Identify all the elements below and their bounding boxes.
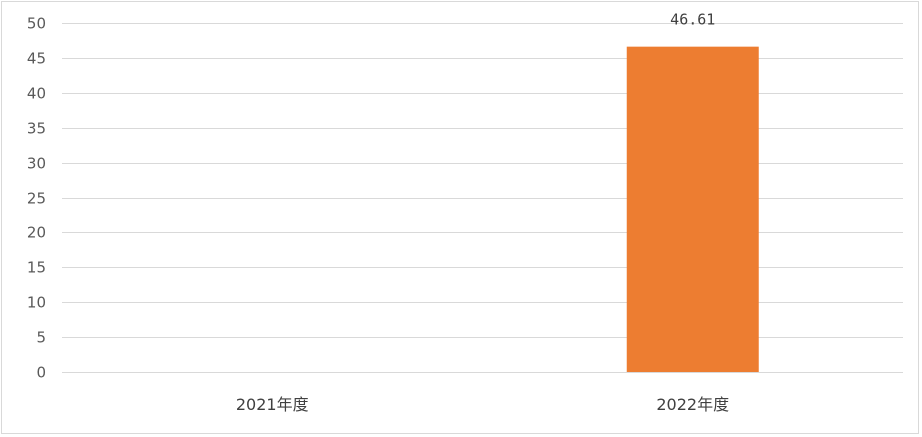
y-tick-label: 45 <box>27 50 46 68</box>
data-label: 46.61 <box>670 11 715 29</box>
y-tick-label: 0 <box>36 364 46 382</box>
y-tick-label: 5 <box>36 329 46 347</box>
y-tick-label: 25 <box>27 190 46 208</box>
y-tick-label: 30 <box>27 155 46 173</box>
y-tick-label: 40 <box>27 85 46 103</box>
y-tick-label: 50 <box>27 15 46 33</box>
y-tick-label: 20 <box>27 224 46 242</box>
y-tick-label: 15 <box>27 259 46 277</box>
y-tick-label: 35 <box>27 120 46 138</box>
y-tick-label: 10 <box>27 294 46 312</box>
x-category-label: 2022年度 <box>656 395 729 414</box>
x-category-label: 2021年度 <box>236 395 309 414</box>
bar <box>626 46 759 372</box>
